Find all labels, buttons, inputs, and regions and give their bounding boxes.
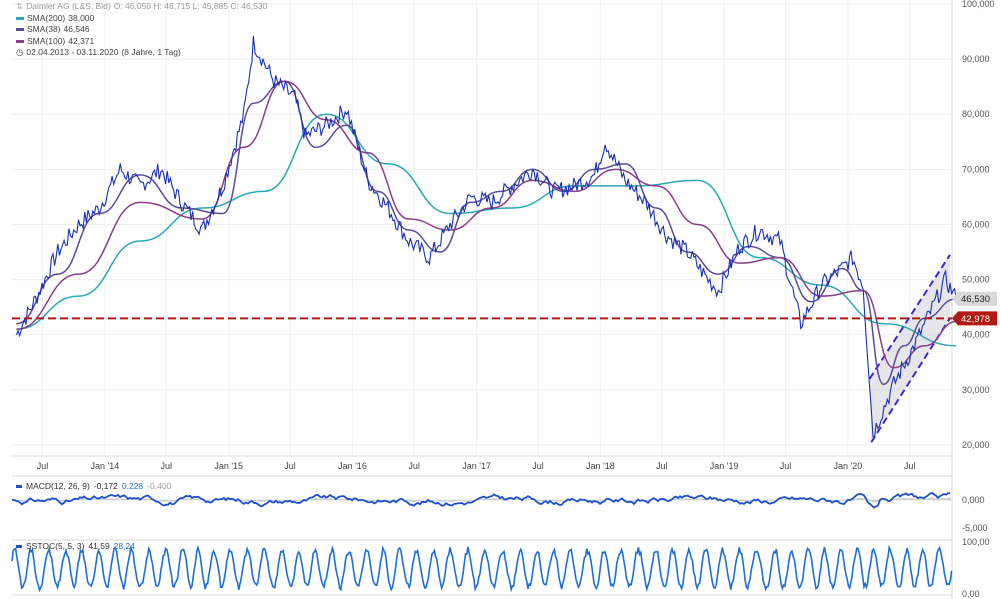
macd-value-2: 0,228 bbox=[121, 481, 144, 491]
y-tick-label: 20,000 bbox=[962, 440, 990, 450]
y-tick-label: 80,000 bbox=[962, 109, 990, 119]
x-tick-label: Jan '15 bbox=[214, 461, 243, 471]
last-price-label: 46,530 bbox=[961, 294, 990, 305]
macd-line bbox=[11, 491, 951, 509]
macd-tick-label: 0,000 bbox=[962, 495, 985, 505]
x-tick-label: Jul bbox=[780, 461, 792, 471]
legend-sma38[interactable]: SMA(38) 46,546 bbox=[16, 24, 267, 36]
sma100-swatch bbox=[16, 39, 24, 43]
price-line bbox=[15, 35, 957, 438]
chart-legend: ⇅ Daimler AG (L&S, Bid) O: 46,050 H: 46,… bbox=[16, 1, 267, 59]
sma100-label: SMA(100) bbox=[27, 35, 66, 46]
macd-swatch bbox=[16, 484, 22, 488]
legend-range: ◷ 02.04.2013 - 03.11.2020 (8 Jahre, 1 Ta… bbox=[16, 47, 267, 59]
sma38-label: SMA(38) bbox=[27, 24, 61, 34]
x-tick-label: Jan '18 bbox=[586, 461, 615, 471]
macd-label: MACD(12, 26, 9) bbox=[26, 481, 90, 491]
sma38-swatch bbox=[16, 28, 24, 32]
sma100-line bbox=[16, 80, 957, 369]
y-tick-label: 50,000 bbox=[962, 275, 990, 285]
x-tick-label: Jan '16 bbox=[338, 461, 367, 471]
ohlc-values: O: 46,050 H: 46,715 L: 45,885 C: 46,530 bbox=[113, 1, 268, 11]
date-range-detail: (8 Jahre, 1 Tag) bbox=[121, 47, 181, 57]
x-tick-label: Jan '17 bbox=[462, 461, 491, 471]
stoch-legend: SSTOC(5, 5, 3) 41,59 28,24 bbox=[16, 541, 135, 551]
legend-sma100[interactable]: SMA(100) 42,371 bbox=[16, 36, 267, 48]
macd-legend: MACD(12, 26, 9) -0,172 0,228 -0,400 bbox=[16, 481, 171, 491]
sma200-label: SMA(200) bbox=[27, 12, 66, 23]
ticker-icon: ⇅ bbox=[16, 1, 24, 11]
y-tick-label: 100,000 bbox=[962, 0, 995, 9]
sma100-value: 42,371 bbox=[68, 35, 95, 46]
x-tick-label: Jan '14 bbox=[91, 461, 120, 471]
x-tick-label: Jul bbox=[656, 461, 668, 471]
stoch-value-2: 28,24 bbox=[113, 541, 135, 551]
date-range: 02.04.2013 - 03.11.2020 bbox=[26, 47, 119, 57]
sma200-value: 38,000 bbox=[68, 12, 95, 23]
x-tick-label: Jul bbox=[532, 461, 544, 471]
sma200-swatch bbox=[16, 16, 24, 20]
ticker-name: Daimler AG (L&S, Bid) bbox=[26, 1, 111, 11]
stoch-swatch bbox=[16, 544, 22, 548]
macd-value-3: -0,400 bbox=[147, 481, 172, 491]
legend-sma200[interactable]: SMA(200) 38,000 bbox=[16, 13, 267, 25]
channel-upper-line bbox=[868, 254, 951, 380]
x-tick-label: Jul bbox=[904, 461, 916, 471]
legend-ticker-row: ⇅ Daimler AG (L&S, Bid) O: 46,050 H: 46,… bbox=[16, 1, 267, 13]
clock-icon: ◷ bbox=[16, 47, 24, 57]
x-tick-label: Jul bbox=[37, 461, 49, 471]
macd-value-1: -0,172 bbox=[93, 481, 118, 491]
y-tick-label: 60,000 bbox=[962, 219, 990, 229]
sma38-line bbox=[16, 80, 957, 386]
stoch-label: SSTOC(5, 5, 3) bbox=[26, 541, 85, 551]
macd-tick-label: -5,000 bbox=[962, 523, 988, 533]
stoch-tick-label: 0,00 bbox=[962, 589, 980, 599]
sma38-value: 46,546 bbox=[63, 24, 90, 34]
stoch-line bbox=[11, 544, 953, 593]
x-tick-label: Jul bbox=[161, 461, 173, 471]
y-tick-label: 90,000 bbox=[962, 54, 990, 64]
stoch-tick-label: 100,00 bbox=[962, 537, 990, 547]
last-price-badge bbox=[952, 291, 997, 306]
support-price-label: 42,978 bbox=[961, 314, 990, 325]
y-tick-label: 30,000 bbox=[962, 385, 990, 395]
y-tick-label: 40,000 bbox=[962, 330, 990, 340]
support-price-badge bbox=[952, 311, 997, 326]
x-tick-label: Jul bbox=[408, 461, 420, 471]
x-tick-label: Jan '20 bbox=[834, 461, 863, 471]
x-tick-label: Jul bbox=[284, 461, 296, 471]
y-tick-label: 70,000 bbox=[962, 164, 990, 174]
x-tick-label: Jan '19 bbox=[710, 461, 739, 471]
stoch-value-1: 41,59 bbox=[88, 541, 110, 551]
price-plot-area bbox=[12, 0, 952, 456]
